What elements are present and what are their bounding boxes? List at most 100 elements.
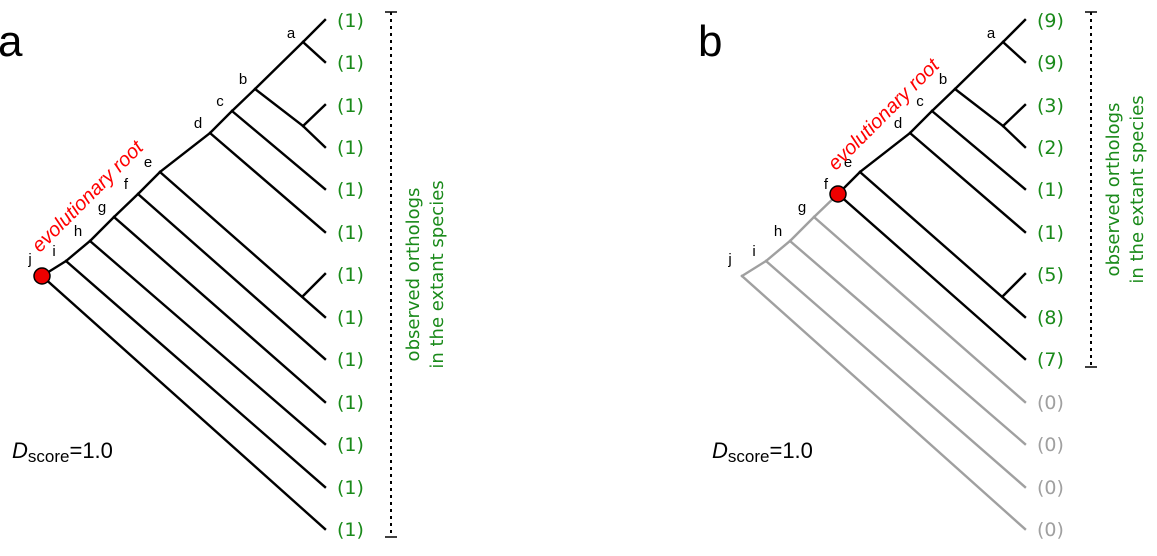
leaf-branch-1: [1001, 40, 1027, 64]
leaf-count-4: (1): [337, 179, 364, 201]
leaf-count-12: (0): [1037, 519, 1064, 541]
leaf-branch-9: [112, 215, 327, 404]
node-label-g: g: [98, 199, 106, 216]
spine-branch-h-g: [788, 215, 816, 243]
leaf-count-1: (1): [337, 52, 364, 74]
leaf-count-5: (1): [337, 222, 364, 244]
leaf-branch-4: [930, 109, 1027, 191]
leaf-branch-6: [1001, 272, 1027, 298]
leaf-count-2: (1): [337, 95, 364, 117]
node-label-d: d: [194, 115, 202, 132]
node-label-f: f: [124, 176, 129, 193]
leaf-branch-11: [764, 259, 1027, 489]
node-label-a: a: [287, 25, 296, 42]
node-label-g: g: [798, 199, 806, 216]
leaf-count-5: (1): [1037, 222, 1064, 244]
side-label-line1: observed orthologs: [1103, 103, 1124, 277]
node-label-e: e: [844, 154, 852, 171]
node-label-i: i: [752, 243, 755, 260]
leaf-count-11: (1): [337, 477, 364, 499]
node-label-h: h: [774, 223, 782, 240]
score-label: Dscore=1.0: [712, 438, 813, 466]
leaf-branch-3: [1001, 124, 1027, 149]
leaf-count-8: (7): [1037, 349, 1064, 371]
leaf-count-8: (1): [337, 349, 364, 371]
branch-b-cherry: [953, 87, 1005, 128]
node-label-c: c: [216, 93, 224, 110]
leaf-branch-2: [1001, 103, 1027, 128]
leaf-count-7: (1): [337, 307, 364, 329]
leaf-count-10: (1): [337, 434, 364, 456]
leaf-count-0: (1): [337, 10, 364, 32]
node-label-b: b: [239, 71, 247, 88]
leaf-branch-9: [812, 215, 1027, 404]
leaf-branch-7: [858, 170, 1027, 319]
leaf-count-7: (8): [1037, 307, 1064, 329]
node-label-e: e: [144, 154, 152, 171]
root-label: evolutionary root: [28, 136, 149, 257]
spine-branch-e-d: [158, 131, 212, 174]
score-label: Dscore=1.0: [12, 438, 113, 466]
spine-branch-e-d: [858, 131, 912, 174]
leaf-branch-10: [788, 239, 1027, 446]
leaf-count-4: (1): [1037, 179, 1064, 201]
leaf-branch-12: [740, 274, 1027, 531]
leaf-count-0: (9): [1037, 10, 1064, 32]
side-label-line1: observed orthologs: [403, 188, 424, 362]
leaf-branch-0: [1001, 18, 1027, 44]
node-label-i: i: [52, 243, 55, 260]
spine-branch-b-a: [253, 40, 305, 91]
leaf-branch-0: [301, 18, 327, 44]
leaf-count-11: (0): [1037, 477, 1064, 499]
leaf-branch-5: [208, 131, 327, 234]
node-label-h: h: [74, 223, 82, 240]
leaf-branch-5: [908, 131, 1027, 234]
leaf-count-2: (3): [1037, 95, 1064, 117]
panel-letter: b: [698, 17, 722, 66]
leaf-branch-7: [158, 170, 327, 319]
spine-branch-d-c: [208, 109, 234, 135]
spine-branch-b-a: [953, 40, 1005, 91]
leaf-count-6: (5): [1037, 264, 1064, 286]
leaf-count-6: (1): [337, 264, 364, 286]
spine-branch-i-h: [64, 239, 92, 263]
leaf-count-9: (1): [337, 392, 364, 414]
spine-branch-d-c: [908, 109, 934, 135]
branch-b-cherry: [253, 87, 305, 128]
root-marker: [829, 185, 847, 203]
leaf-count-3: (2): [1037, 137, 1064, 159]
leaf-count-9: (0): [1037, 392, 1064, 414]
spine-branch-c-b: [230, 87, 257, 113]
side-label-line2: in the extant species: [1127, 95, 1148, 283]
leaf-branch-11: [64, 259, 327, 489]
spine-branch-f-e: [136, 170, 162, 196]
leaf-branch-10: [88, 239, 327, 446]
spine-branch-i-h: [764, 239, 792, 263]
spine-branch-g-f: [112, 192, 140, 219]
leaf-branch-4: [230, 109, 327, 191]
node-label-f: f: [824, 176, 829, 193]
leaf-branch-3: [301, 124, 327, 149]
node-label-j: j: [27, 251, 31, 268]
leaf-branch-12: [40, 274, 327, 531]
panel-letter: a: [0, 17, 23, 66]
leaf-count-1: (9): [1037, 52, 1064, 74]
leaf-branch-2: [301, 103, 327, 128]
spine-branch-j-i: [740, 259, 768, 278]
node-label-a: a: [987, 25, 996, 42]
leaf-count-10: (0): [1037, 434, 1064, 456]
spine-branch-h-g: [88, 215, 116, 243]
side-label-line2: in the extant species: [427, 180, 448, 368]
node-label-d: d: [894, 115, 902, 132]
node-label-c: c: [916, 93, 924, 110]
leaf-branch-8: [136, 192, 327, 361]
root-marker: [33, 267, 51, 285]
spine-branch-c-b: [930, 87, 957, 113]
leaf-branch-1: [301, 40, 327, 64]
node-label-b: b: [939, 71, 947, 88]
leaf-count-12: (1): [337, 519, 364, 541]
node-label-j: j: [727, 251, 731, 268]
